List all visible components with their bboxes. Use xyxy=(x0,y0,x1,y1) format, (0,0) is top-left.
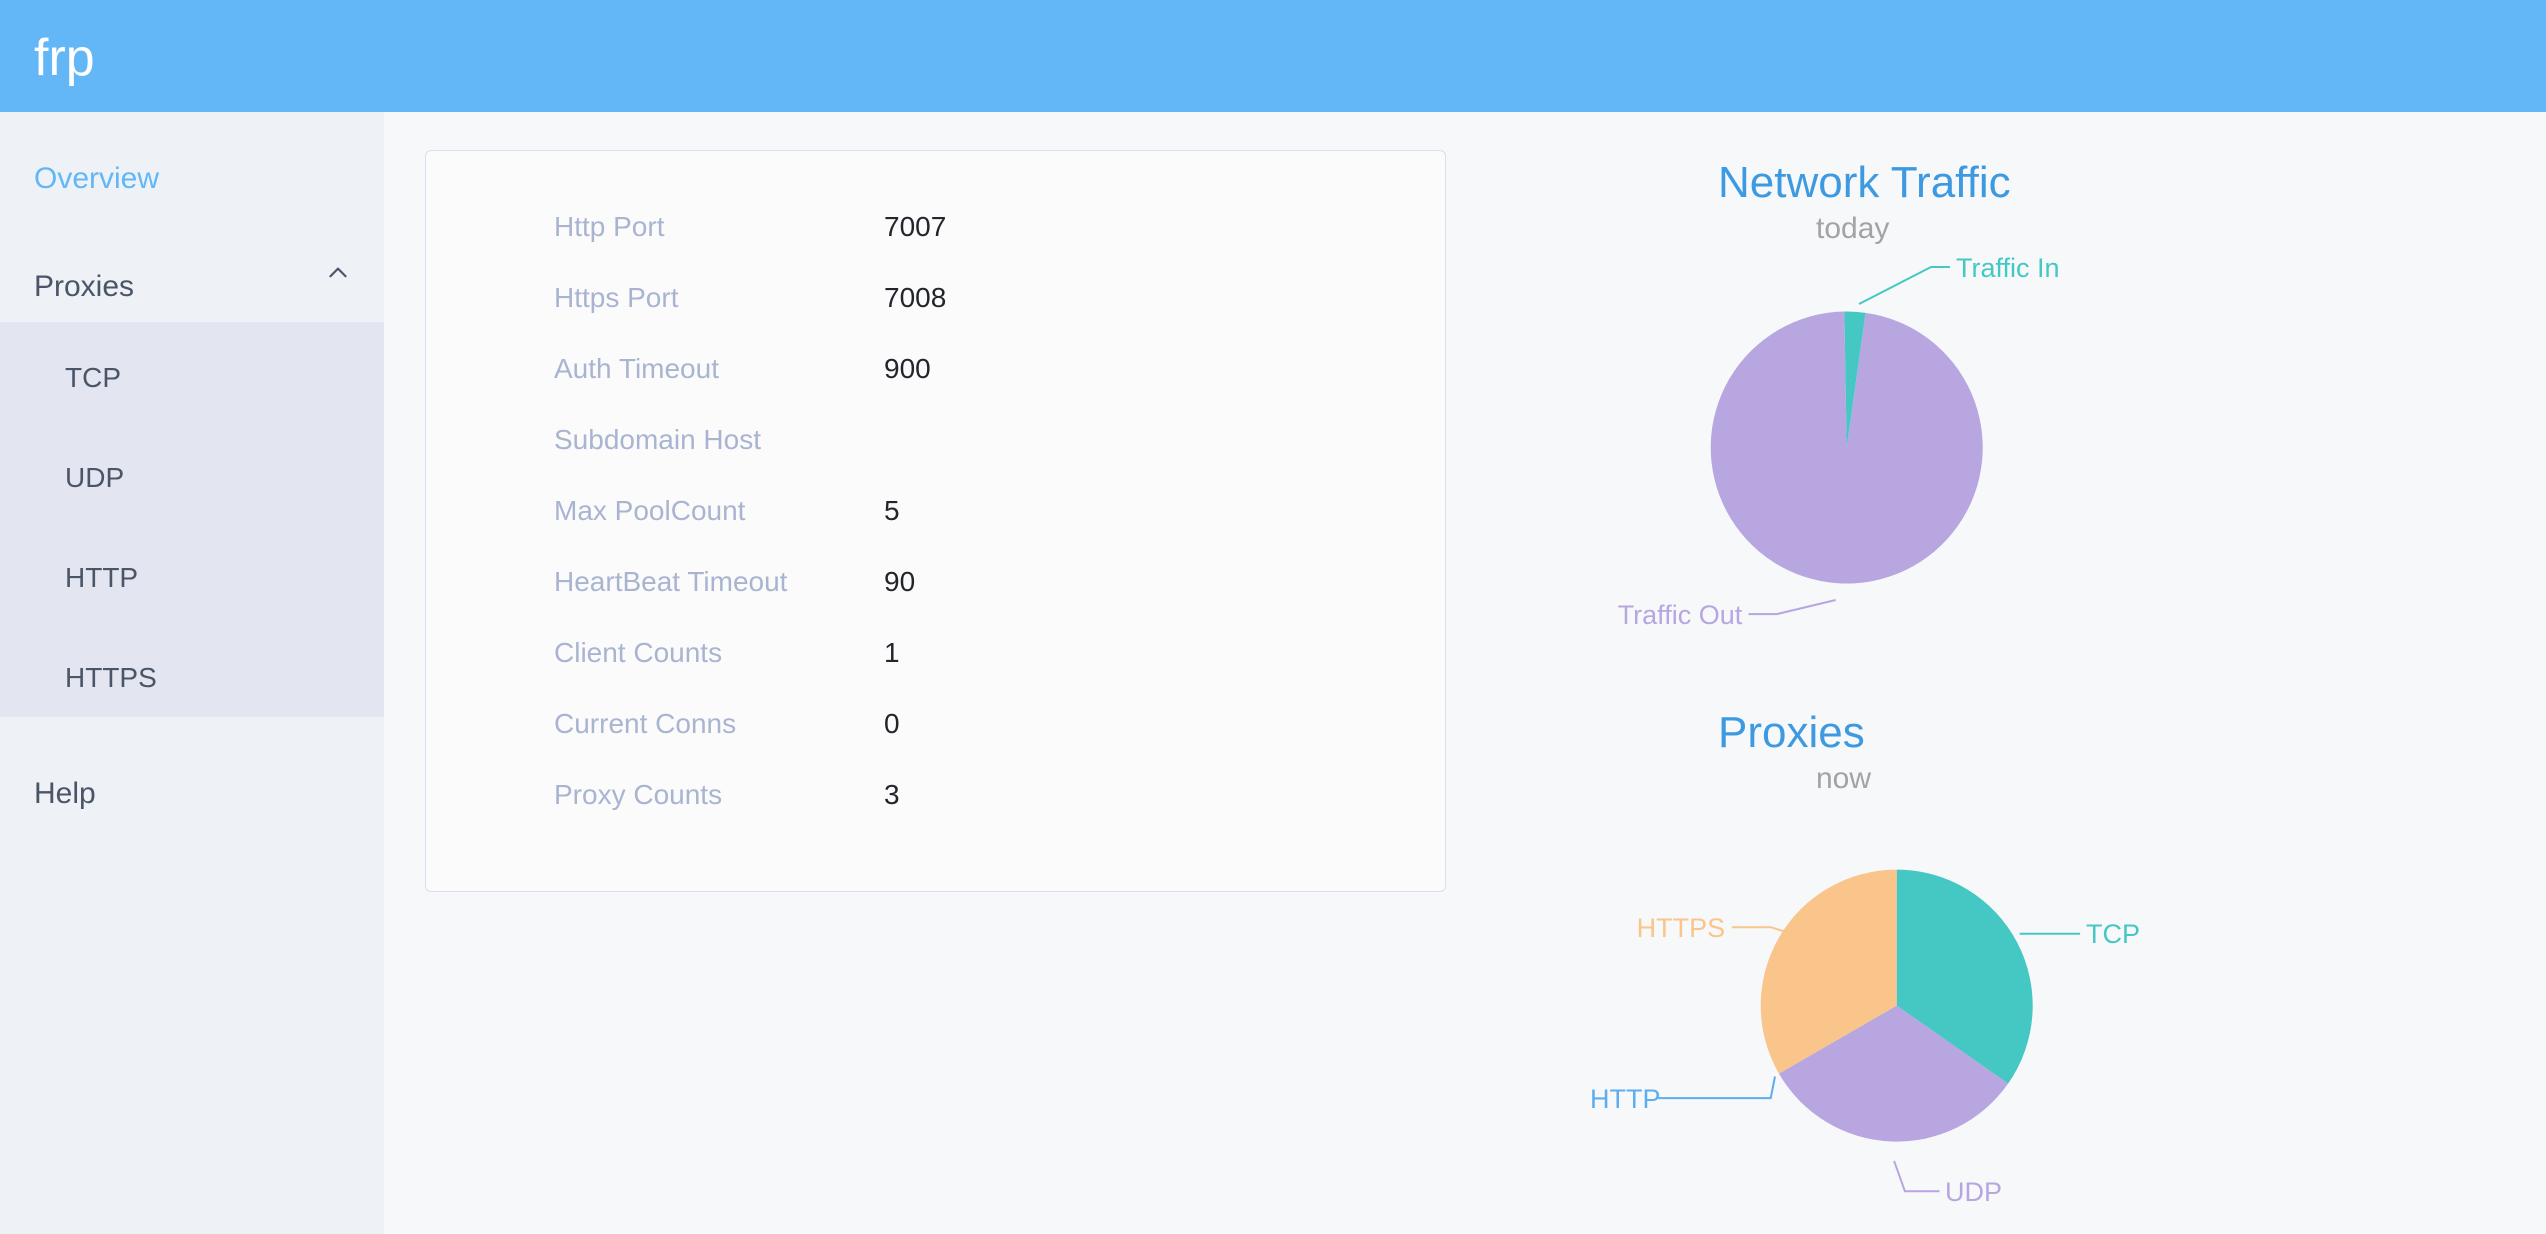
svg-text:TCP: TCP xyxy=(2086,919,2140,949)
svg-text:HTTP: HTTP xyxy=(1590,1084,1661,1114)
svg-text:Traffic Out: Traffic Out xyxy=(1618,600,1743,630)
svg-text:HTTPS: HTTPS xyxy=(1637,913,1726,943)
svg-text:Traffic In: Traffic In xyxy=(1956,253,2060,283)
svg-text:UDP: UDP xyxy=(1945,1177,2002,1207)
